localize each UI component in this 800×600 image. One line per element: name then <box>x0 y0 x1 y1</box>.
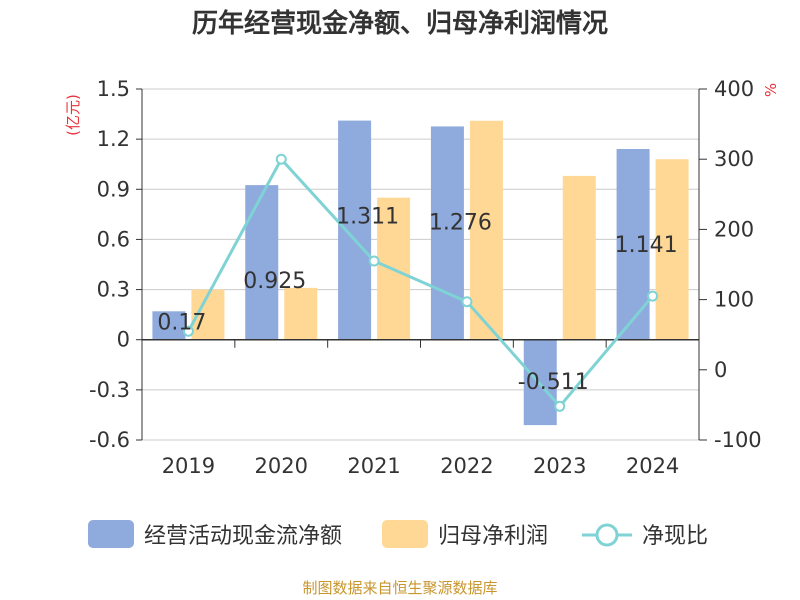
left-tick-label: 0.3 <box>97 278 130 302</box>
legend-label-netprofit: 归母净利润 <box>438 524 548 549</box>
legend: 经营活动现金流净额 归母净利润 净现比 <box>88 520 708 549</box>
left-axis-unit: (亿元) <box>64 94 82 136</box>
line-series <box>182 153 659 412</box>
right-tick-label: 400 <box>714 77 754 101</box>
bar-netprofit-2023 <box>562 175 596 340</box>
point-ratio-2022 <box>461 296 473 308</box>
left-tick-label: 1.5 <box>97 77 130 101</box>
data-source-note: 制图数据来自恒生聚源数据库 <box>302 579 497 597</box>
line-ratio <box>187 156 654 409</box>
x-tick-label: 2020 <box>255 454 308 478</box>
axes <box>141 89 700 440</box>
data-label-cashflow-2021: 1.311 <box>336 205 399 230</box>
legend-item-cashflow[interactable]: 经营活动现金流净额 <box>88 520 342 549</box>
bar-netprofit-2024 <box>655 159 689 340</box>
legend-marker-ratio <box>595 523 619 547</box>
data-label-cashflow-2019: 0.17 <box>157 310 206 335</box>
point-ratio-2023 <box>554 400 566 412</box>
data-label-cashflow-2022: 1.276 <box>429 210 492 235</box>
left-tick-label: 0 <box>117 328 130 352</box>
x-tick-label: 2022 <box>440 454 493 478</box>
x-tick-label: 2019 <box>162 454 215 478</box>
left-axis-ticks: 1.5 1.2 0.9 0.6 0.3 0 -0.3 -0.6 <box>89 77 142 452</box>
chart-title: 历年经营现金净额、归母净利润情况 <box>192 8 608 39</box>
bar-cashflow-2020 <box>245 185 279 340</box>
left-tick-label: 0.6 <box>97 227 130 251</box>
data-label-cashflow-2024: 1.141 <box>615 233 678 258</box>
point-ratio-2024 <box>647 290 659 302</box>
legend-label-ratio: 净现比 <box>642 524 708 549</box>
gridlines <box>142 88 699 441</box>
data-labels: 0.17 0.925 1.311 1.276 -0.511 1.141 <box>157 205 677 396</box>
legend-item-ratio[interactable]: 净现比 <box>582 523 708 549</box>
left-tick-label: 1.2 <box>97 127 130 151</box>
right-axis-ticks: 400 300 200 100 0 -100 <box>699 77 762 452</box>
x-tick-label: 2021 <box>347 454 400 478</box>
right-tick-label: 100 <box>714 288 754 312</box>
right-tick-label: 0 <box>714 358 727 382</box>
right-tick-label: 300 <box>714 147 754 171</box>
point-ratio-2020 <box>275 153 287 165</box>
bar-series <box>152 120 689 426</box>
bar-cashflow-2021 <box>338 120 372 340</box>
legend-item-netprofit[interactable]: 归母净利润 <box>382 520 548 549</box>
right-axis-unit: % <box>762 83 780 97</box>
x-tick-label: 2023 <box>533 454 586 478</box>
legend-swatch-cashflow <box>88 520 134 548</box>
right-tick-label: -100 <box>714 428 762 452</box>
bar-netprofit-2022 <box>469 120 503 340</box>
bar-cashflow-2022 <box>430 126 464 340</box>
left-tick-label: 0.9 <box>97 177 130 201</box>
left-tick-label: -0.6 <box>89 428 130 452</box>
left-tick-label: -0.3 <box>89 378 130 402</box>
x-axis-ticks: 2019 2020 2021 2022 2023 2024 <box>162 339 679 478</box>
data-label-cashflow-2020: 0.925 <box>243 269 306 294</box>
bar-netprofit-2020 <box>284 287 318 340</box>
point-ratio-2021 <box>368 255 380 267</box>
point-ratio-2019 <box>182 325 194 337</box>
x-tick-label: 2024 <box>626 454 679 478</box>
legend-swatch-netprofit <box>382 520 428 548</box>
bar-cashflow-2019 <box>152 311 186 340</box>
data-label-cashflow-2023: -0.511 <box>518 370 589 395</box>
right-tick-label: 200 <box>714 217 754 241</box>
legend-label-cashflow: 经营活动现金流净额 <box>144 524 342 549</box>
